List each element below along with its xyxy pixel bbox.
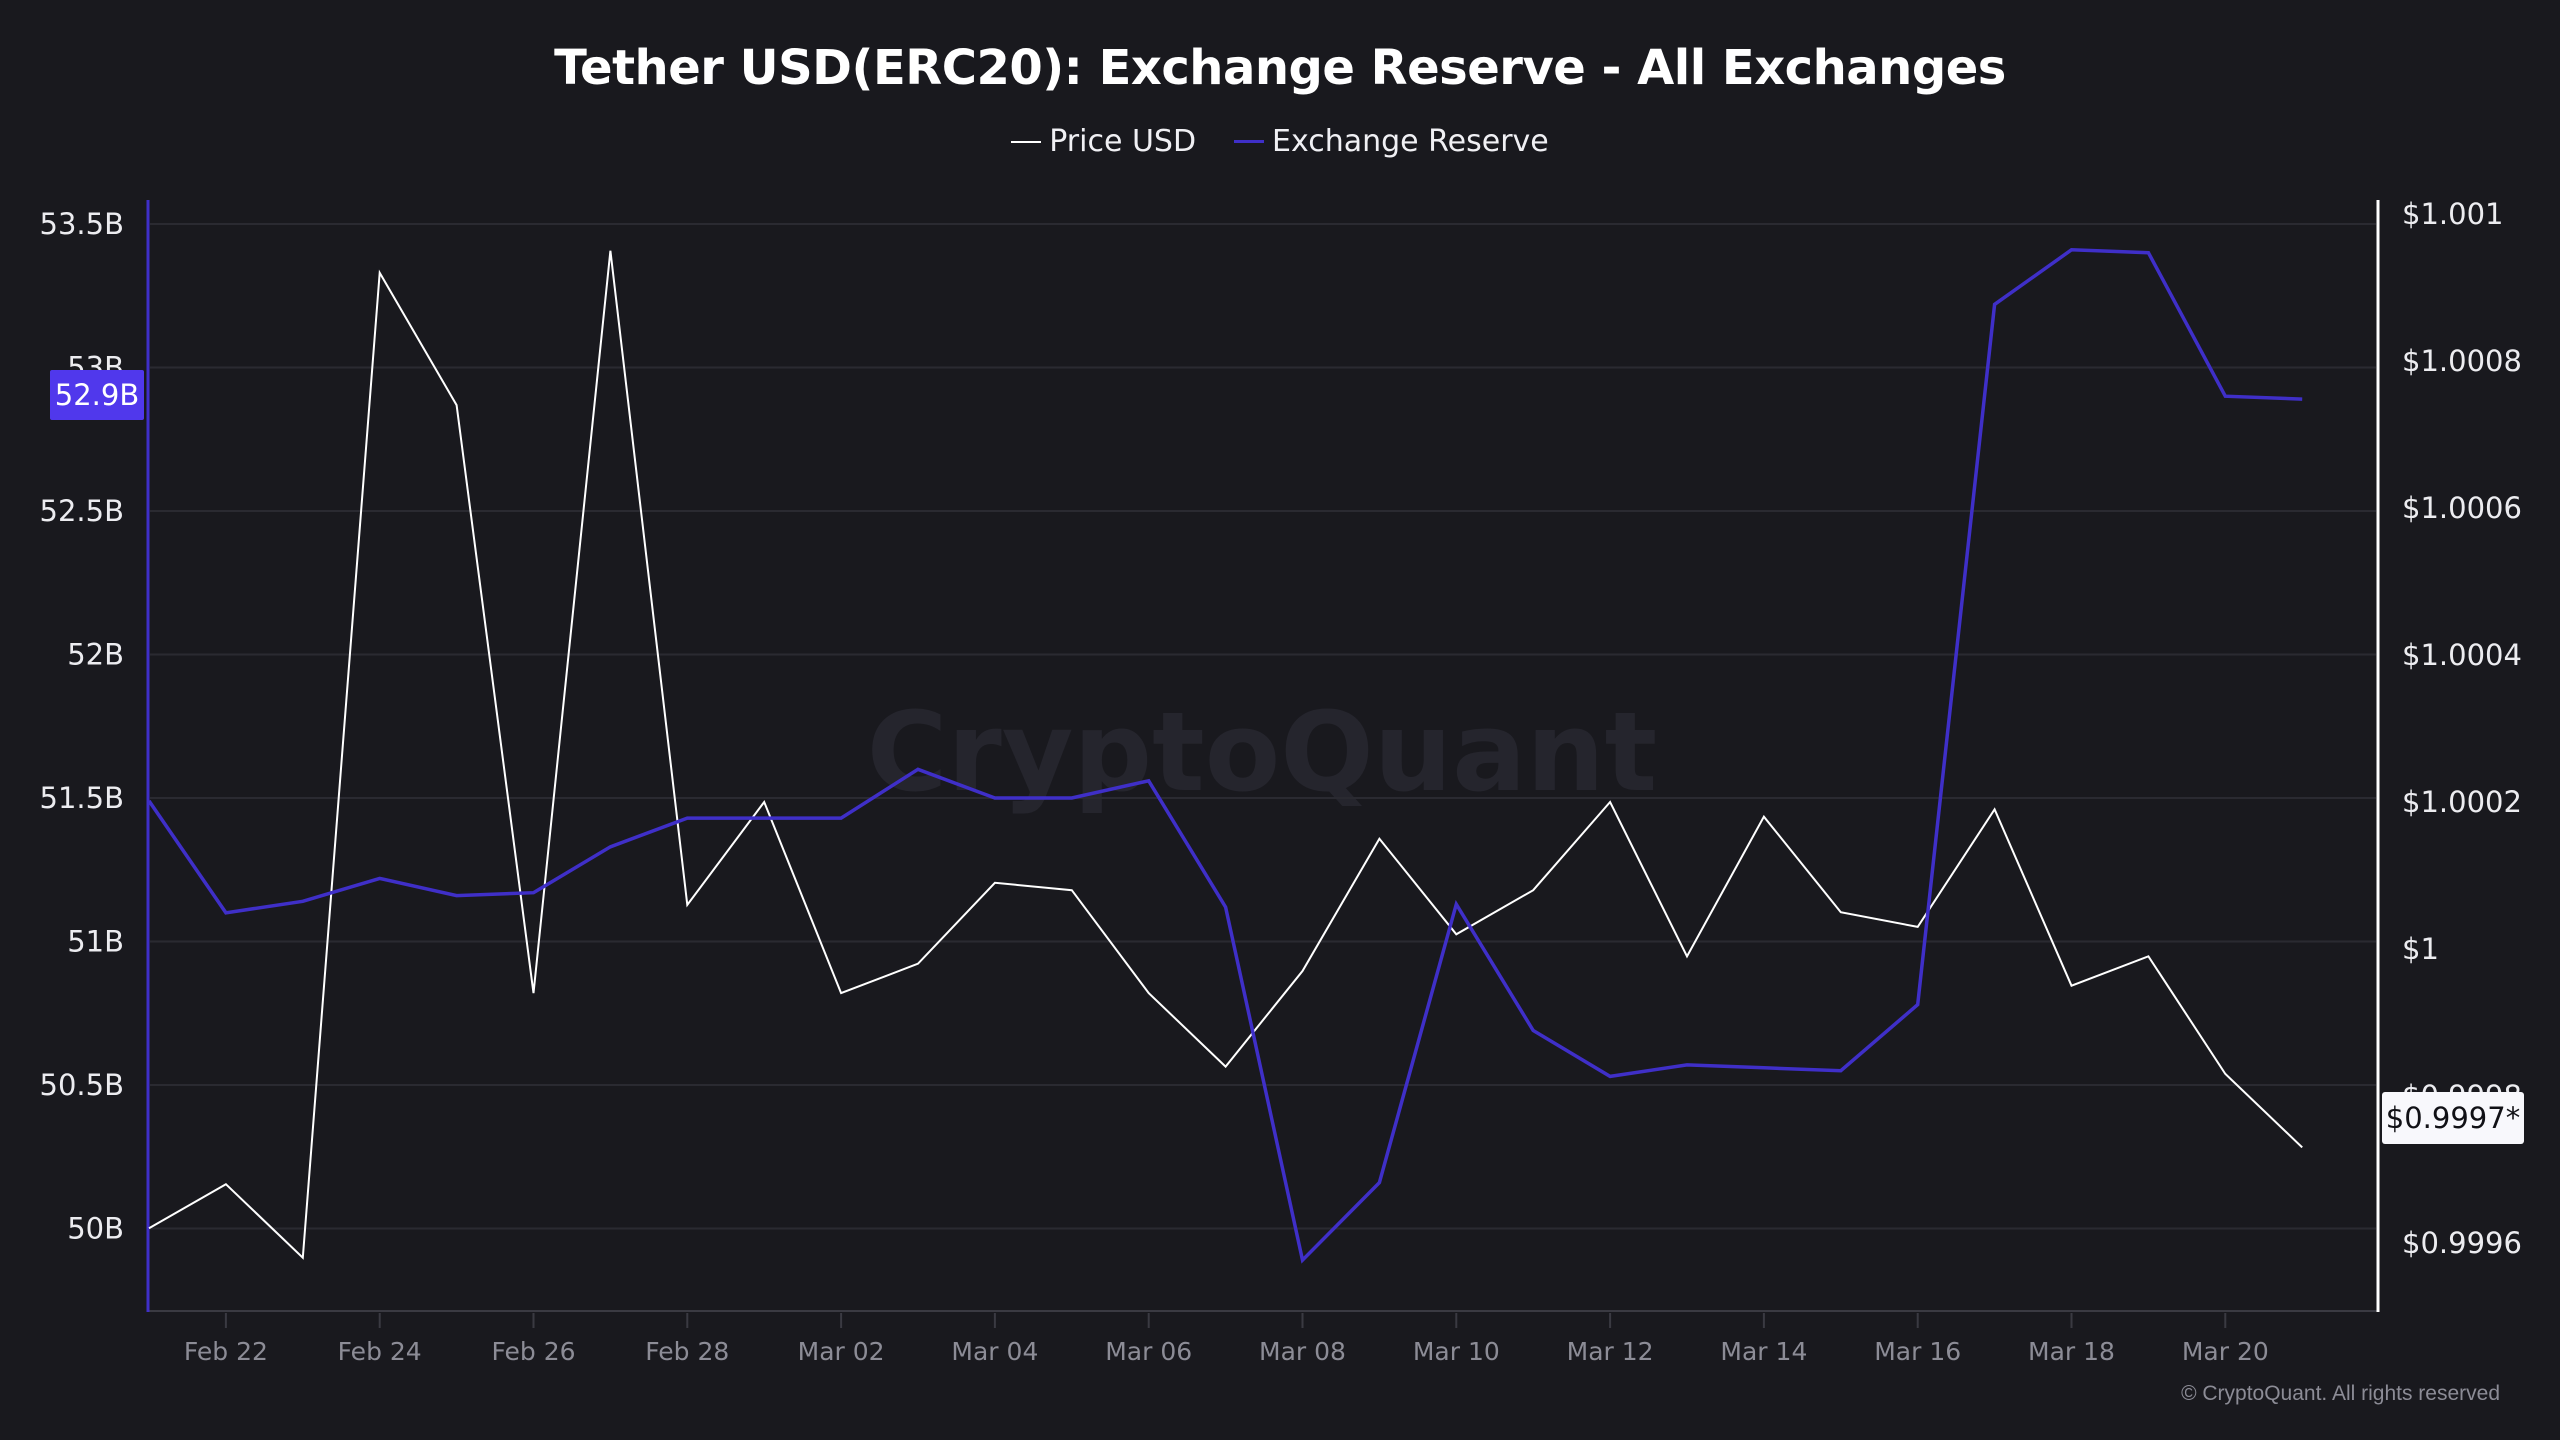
right-axis-tick-label: $0.9996 bbox=[2402, 1226, 2522, 1260]
left-axis-tick-label: 51B bbox=[67, 925, 124, 959]
gridlines bbox=[150, 223, 2376, 1230]
right-axis-ticks: $1.001 $1.0008 $1.0006 $1.0004 $1.0002 $1 $0.9… bbox=[2402, 197, 2522, 1260]
reserve-line-swatch-icon bbox=[1234, 140, 1265, 143]
exchange-reserve-line[interactable] bbox=[147, 248, 2303, 1264]
x-axis-tick-label: Feb 22 bbox=[184, 1337, 268, 1366]
watermark-logo: CryptoQuant bbox=[867, 688, 1658, 816]
x-axis-tick-label: Mar 06 bbox=[1105, 1337, 1192, 1366]
current-price-badge: $0.9997* bbox=[2382, 1092, 2524, 1144]
right-axis-tick-label: $1 bbox=[2402, 932, 2439, 966]
left-axis-tick-label: 50.5B bbox=[40, 1068, 124, 1102]
x-axis-tick-label: Mar 04 bbox=[951, 1337, 1038, 1366]
left-axis-tick-label: 53.5B bbox=[40, 207, 124, 241]
chart-title: Tether USD(ERC20): Exchange Reserve - Al… bbox=[554, 40, 2006, 96]
right-axis-tick-label: $1.0006 bbox=[2402, 491, 2522, 525]
legend-label-price-usd: Price USD bbox=[1049, 124, 1197, 159]
x-axis-tick-label: Mar 16 bbox=[1874, 1337, 1961, 1366]
left-axis-tick-label: 51.5B bbox=[40, 781, 124, 815]
right-axis-tick-label: $1.0002 bbox=[2402, 785, 2522, 819]
x-axis-tick-label: Mar 10 bbox=[1413, 1337, 1500, 1366]
x-axis-tick-label: Feb 28 bbox=[645, 1337, 729, 1366]
legend-item-exchange-reserve[interactable]: Exchange Reserve bbox=[1234, 124, 1549, 159]
x-axis-tick-label: Mar 08 bbox=[1259, 1337, 1346, 1366]
left-axis-tick-label: 52.5B bbox=[40, 494, 124, 528]
current-reserve-badge: 52.9B bbox=[50, 370, 144, 420]
right-axis-tick-label: $1.0004 bbox=[2402, 638, 2522, 672]
price-line-swatch-icon bbox=[1011, 140, 1042, 143]
x-axis-ticks: Feb 22 Feb 24 Feb 26 Feb 28 Mar 02 Mar 04 Mar … bbox=[184, 1313, 2269, 1366]
price-usd-line[interactable] bbox=[148, 250, 2303, 1260]
x-axis-tick-label: Mar 20 bbox=[2182, 1337, 2269, 1366]
legend: Price USD Exchange Reserve bbox=[0, 124, 2560, 159]
right-axis-tick-label: $1.0008 bbox=[2402, 344, 2522, 378]
legend-label-exchange-reserve: Exchange Reserve bbox=[1272, 124, 1549, 159]
left-axis-tick-label: 50B bbox=[67, 1212, 124, 1246]
left-axis-tick-label: 52B bbox=[67, 638, 124, 672]
x-axis-tick-label: Mar 12 bbox=[1567, 1337, 1654, 1366]
x-axis-tick-label: Feb 26 bbox=[491, 1337, 575, 1366]
legend-item-price-usd[interactable]: Price USD bbox=[1011, 124, 1196, 159]
x-axis-tick-label: Mar 02 bbox=[798, 1337, 885, 1366]
x-axis-tick-label: Feb 24 bbox=[338, 1337, 422, 1366]
x-axis-tick-label: Mar 14 bbox=[1720, 1337, 1807, 1366]
x-axis-tick-label: Mar 18 bbox=[2028, 1337, 2115, 1366]
copyright-notice: © CryptoQuant. All rights reserved bbox=[2181, 1382, 2500, 1405]
right-axis-tick-label: $1.001 bbox=[2402, 197, 2503, 231]
